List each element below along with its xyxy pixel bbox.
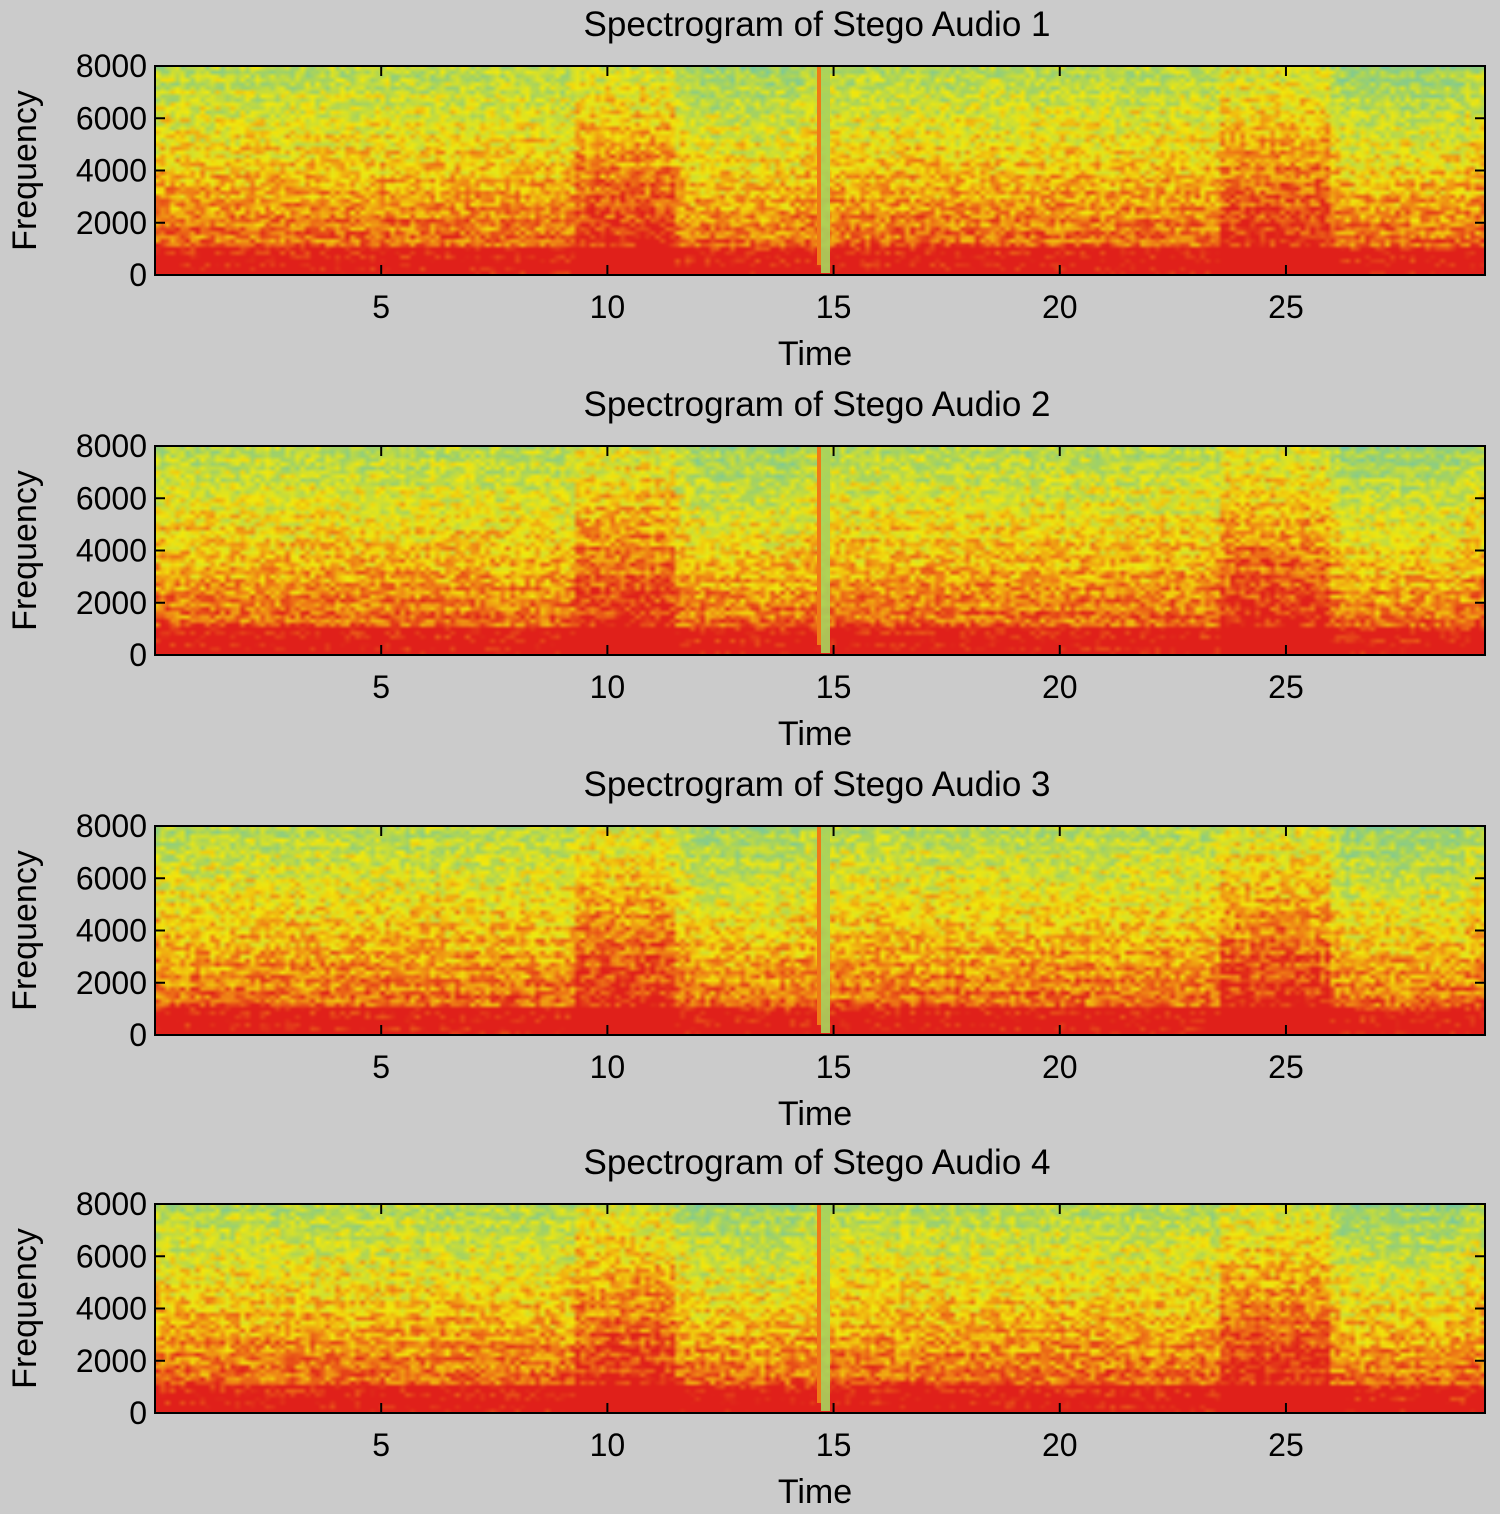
x-tick-label: 5	[372, 669, 390, 705]
x-tick-label: 25	[1268, 669, 1304, 705]
x-axis-label: Time	[778, 1473, 852, 1511]
y-axis-label: Frequency	[6, 850, 44, 1011]
y-tick-label: 2000	[76, 205, 147, 241]
x-tick-label: 25	[1268, 1427, 1304, 1463]
y-tick-label: 4000	[76, 153, 147, 189]
x-tick-label: 5	[372, 289, 390, 325]
x-tick-label: 20	[1042, 289, 1078, 325]
y-tick-label: 6000	[76, 1238, 147, 1274]
y-tick-label: 0	[129, 257, 147, 293]
transient-line-gap	[821, 66, 830, 273]
x-tick-label: 5	[372, 1427, 390, 1463]
x-axis-label: Time	[778, 1095, 852, 1133]
y-tick-label: 2000	[76, 1343, 147, 1379]
y-tick-label: 6000	[76, 860, 147, 896]
chart-title: Spectrogram of Stego Audio 3	[584, 765, 1051, 804]
x-tick-label: 20	[1042, 1427, 1078, 1463]
x-tick-label: 20	[1042, 669, 1078, 705]
y-tick-label: 8000	[76, 428, 147, 464]
y-tick-label: 2000	[76, 965, 147, 1001]
x-tick-label: 20	[1042, 1049, 1078, 1085]
x-tick-label: 15	[816, 669, 852, 705]
y-tick-label: 0	[129, 1395, 147, 1431]
transient-line	[817, 446, 821, 645]
y-tick-label: 6000	[76, 480, 147, 516]
y-tick-label: 4000	[76, 1291, 147, 1327]
x-tick-label: 15	[816, 1427, 852, 1463]
transient-line-gap	[821, 826, 830, 1033]
x-tick-label: 5	[372, 1049, 390, 1085]
y-axis-label: Frequency	[6, 1228, 44, 1389]
y-tick-label: 4000	[76, 533, 147, 569]
x-tick-label: 25	[1268, 289, 1304, 325]
y-tick-label: 4000	[76, 913, 147, 949]
chart-title: Spectrogram of Stego Audio 1	[584, 5, 1051, 44]
transient-line	[817, 826, 821, 1025]
chart-title: Spectrogram of Stego Audio 2	[584, 385, 1051, 424]
transient-line	[817, 66, 821, 265]
x-tick-label: 10	[590, 289, 626, 325]
chart-title: Spectrogram of Stego Audio 4	[584, 1143, 1051, 1182]
x-tick-label: 25	[1268, 1049, 1304, 1085]
transient-line-gap	[821, 1204, 830, 1411]
x-tick-label: 10	[590, 1427, 626, 1463]
y-axis-label: Frequency	[6, 470, 44, 631]
y-tick-label: 2000	[76, 585, 147, 621]
spectrogram-panel-3: 5 10 15 20 25 0 2000 4000 6000 8000 Spectrogram of…	[6, 765, 1486, 1133]
x-axis-label: Time	[778, 715, 852, 753]
y-tick-label: 6000	[76, 100, 147, 136]
transient-line	[817, 1204, 821, 1403]
y-tick-label: 8000	[76, 1186, 147, 1222]
spectrogram-panel-4: 5 10 15 20 25 0 2000 4000 6000 8000 Spectrogram of…	[6, 1143, 1486, 1511]
spectrogram-panel-1: 5 10 15 20 25 0 2000 4000 6000 8000 Spectrogram of…	[6, 5, 1486, 373]
x-tick-label: 10	[590, 1049, 626, 1085]
x-tick-label: 10	[590, 669, 626, 705]
y-tick-label: 8000	[76, 808, 147, 844]
spectrogram-panel-2: 5 10 15 20 25 0 2000 4000 6000 8000 Spectrogram of…	[6, 385, 1486, 753]
x-tick-label: 15	[816, 289, 852, 325]
x-tick-label: 15	[816, 1049, 852, 1085]
y-axis-label: Frequency	[6, 90, 44, 251]
transient-line-gap	[821, 446, 830, 653]
y-tick-label: 0	[129, 637, 147, 673]
x-axis-label: Time	[778, 335, 852, 373]
y-tick-label: 8000	[76, 48, 147, 84]
y-tick-label: 0	[129, 1017, 147, 1053]
